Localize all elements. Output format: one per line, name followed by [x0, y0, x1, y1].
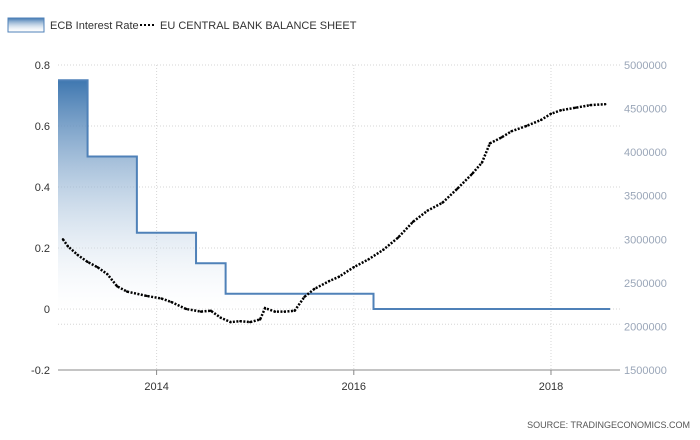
y-right-tick-label: 1500000: [624, 365, 667, 377]
balance-point: [66, 245, 70, 248]
legend-label-rate[interactable]: ECB Interest Rate: [50, 20, 139, 32]
balance-point: [539, 118, 543, 122]
balance-point: [589, 103, 592, 107]
y-left-tick-label: 0.4: [35, 182, 50, 194]
balance-point: [145, 294, 148, 298]
y-left-tick-label: 0.6: [35, 121, 50, 133]
x-tick-label: 2018: [539, 381, 563, 393]
balance-point: [441, 201, 444, 204]
balance-point: [525, 124, 528, 128]
balance-point: [199, 310, 203, 313]
balance-point: [574, 106, 577, 109]
y-right-tick-label: 2500000: [624, 278, 667, 290]
balance-point: [411, 220, 415, 224]
balance-point: [160, 297, 163, 300]
balance-point: [76, 253, 79, 257]
balance-point: [510, 130, 513, 133]
balance-point: [86, 260, 89, 264]
balance-point: [500, 136, 503, 139]
rate-line: [58, 79, 611, 310]
balance-point: [249, 320, 252, 324]
legend-label-balance[interactable]: EU CENTRAL BANK BALANCE SHEET: [160, 20, 357, 32]
balance-point: [125, 290, 129, 293]
y-right-tick-label: 5000000: [624, 60, 667, 72]
legend: ECB Interest Rate EU CENTRAL BANK BALANC…: [7, 17, 357, 33]
y-left-tick-label: 0.8: [35, 60, 50, 72]
y-axis-left: 0.8 0.6 0.4 0.2 0 -0.2: [31, 60, 50, 377]
balance-point: [273, 310, 277, 313]
balance-point: [209, 309, 213, 312]
y-right-tick-label: 4500000: [624, 104, 667, 116]
rate-series: [58, 79, 611, 310]
y-left-tick-label: 0.2: [35, 243, 50, 255]
balance-point: [283, 310, 286, 313]
grid: [58, 64, 620, 371]
x-tick-label: 2014: [144, 381, 168, 393]
y-right-tick-label: 2000000: [624, 321, 667, 333]
balance-point: [352, 265, 355, 269]
source-label: SOURCE: TRADINGECONOMICS.COM: [527, 420, 690, 430]
y-left-tick-label: -0.2: [31, 365, 50, 377]
balance-point: [258, 318, 262, 321]
balance-point: [396, 236, 400, 239]
y-right-tick-label: 4000000: [624, 147, 667, 159]
balance-point: [303, 295, 306, 298]
balance-point: [184, 307, 188, 311]
balance-series: [61, 102, 607, 324]
balance-point: [327, 279, 331, 283]
balance-point: [480, 161, 484, 164]
balance-point: [549, 112, 553, 116]
balance-point: [604, 103, 607, 106]
balance-point: [106, 272, 109, 276]
balance-point: [559, 109, 563, 112]
balance-point: [96, 265, 99, 269]
balance-point: [426, 209, 429, 212]
balance-point: [115, 285, 119, 288]
balance-point: [61, 238, 65, 241]
balance-point: [219, 316, 222, 319]
y-right-tick-label: 3500000: [624, 191, 667, 203]
legend-swatch-rate[interactable]: [7, 17, 45, 33]
balance-point: [456, 187, 459, 190]
balance-point: [170, 300, 173, 304]
y-right-tick-label: 3000000: [624, 234, 667, 246]
balance-point: [293, 309, 296, 312]
balance-point: [488, 142, 492, 145]
balance-point: [470, 172, 474, 176]
balance-point: [337, 275, 341, 278]
balance-point: [313, 287, 316, 291]
balance-point: [263, 306, 267, 310]
x-tick-label: 2016: [342, 381, 366, 393]
balance-point: [239, 320, 242, 323]
balance-point: [382, 248, 385, 251]
y-left-tick-label: 0: [44, 304, 50, 316]
rate-area: [58, 80, 611, 309]
balance-point: [229, 320, 232, 324]
y-axis-right: 5000000 4500000 4000000 3500000 3000000 25000…: [624, 60, 667, 377]
balance-point: [367, 258, 370, 261]
x-axis: 2014 2016 2018: [144, 370, 563, 393]
